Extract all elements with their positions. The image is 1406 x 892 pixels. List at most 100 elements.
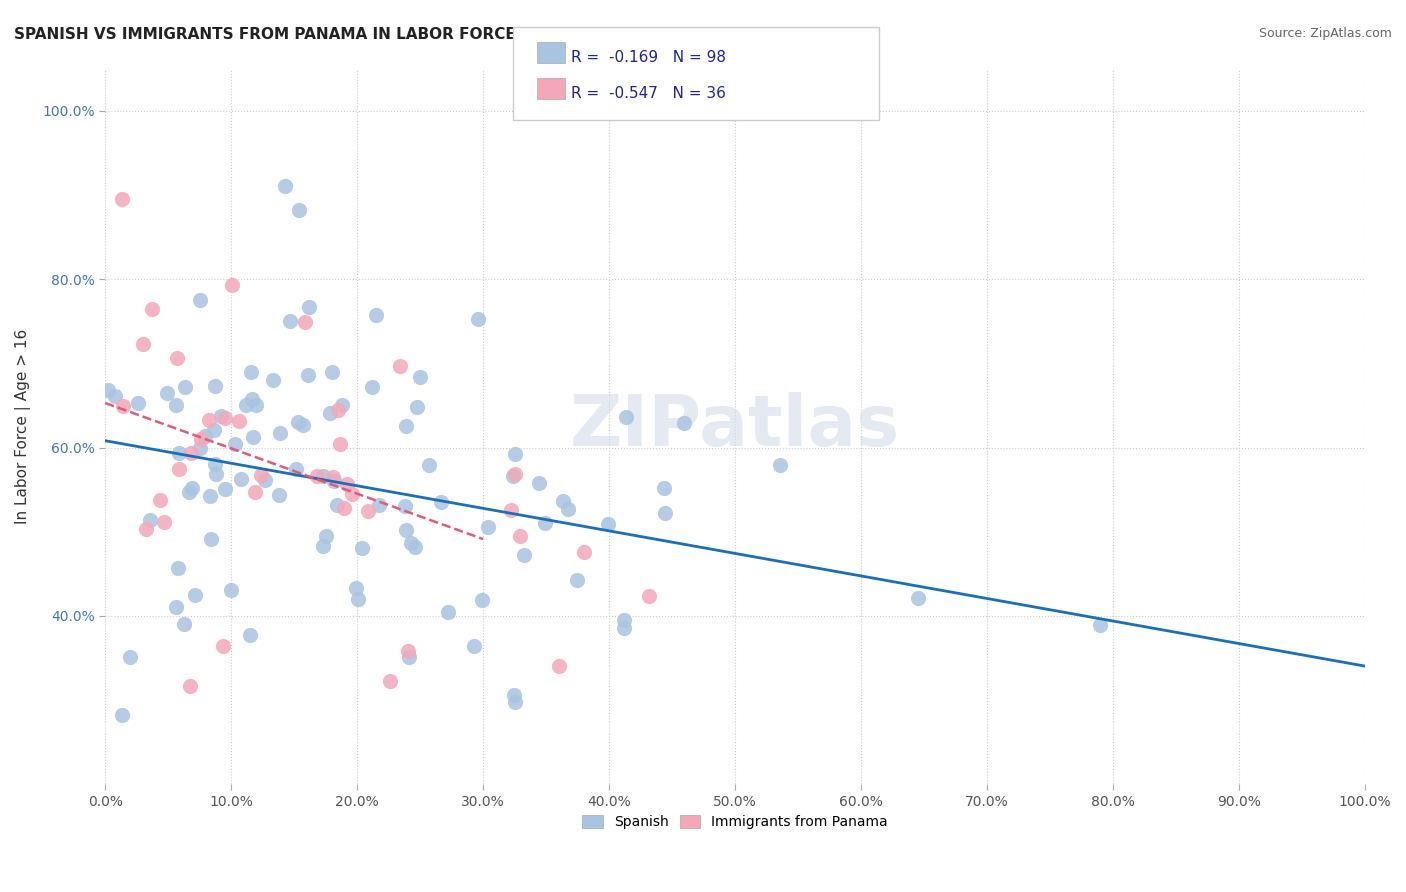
Point <box>380 674 402 689</box>
Point <box>166 351 188 366</box>
Point <box>512 549 534 563</box>
Point <box>336 476 359 491</box>
Point <box>396 644 419 658</box>
Point <box>340 487 363 501</box>
Point <box>180 446 202 460</box>
Point <box>768 458 790 473</box>
Point <box>367 498 389 512</box>
Point <box>565 573 588 587</box>
Point <box>254 474 277 488</box>
Point <box>245 398 267 412</box>
Point <box>315 529 337 543</box>
Point <box>165 599 187 614</box>
Point <box>149 493 172 508</box>
Point <box>243 484 266 499</box>
Point <box>329 436 352 450</box>
Point <box>97 384 120 398</box>
Point <box>395 419 418 434</box>
Point <box>589 887 612 892</box>
Point <box>167 446 190 460</box>
Point <box>250 468 273 483</box>
Point <box>534 516 557 530</box>
Point <box>344 581 367 595</box>
Point <box>242 429 264 443</box>
Point <box>322 470 344 484</box>
Point <box>179 679 201 693</box>
Point <box>188 293 211 307</box>
Point <box>173 380 195 394</box>
Point <box>278 313 301 327</box>
Point <box>907 591 929 605</box>
Point <box>406 400 429 414</box>
Point <box>613 621 636 635</box>
Point <box>204 457 226 471</box>
Point <box>214 483 236 497</box>
Point <box>360 380 382 394</box>
Point <box>463 639 485 653</box>
Point <box>294 314 316 328</box>
Point <box>574 545 596 559</box>
Point <box>229 472 252 486</box>
Text: SPANISH VS IMMIGRANTS FROM PANAMA IN LABOR FORCE | AGE > 16 CORRELATION CHART: SPANISH VS IMMIGRANTS FROM PANAMA IN LAB… <box>14 27 799 43</box>
Point <box>132 337 155 351</box>
Point <box>240 365 263 379</box>
Point <box>138 513 160 527</box>
Point <box>1088 618 1111 632</box>
Point <box>637 589 659 603</box>
Point <box>395 523 418 537</box>
Legend: Spanish, Immigrants from Panama: Spanish, Immigrants from Panama <box>576 810 894 835</box>
Point <box>654 506 676 520</box>
Point <box>156 385 179 400</box>
Point <box>471 593 494 607</box>
Point <box>326 403 349 417</box>
Point <box>169 461 191 475</box>
Point <box>235 398 257 412</box>
Point <box>190 441 212 455</box>
Point <box>111 399 134 413</box>
Point <box>527 475 550 490</box>
Point <box>321 365 343 379</box>
Point <box>333 500 356 515</box>
Point <box>398 649 420 664</box>
Point <box>298 301 321 315</box>
Point <box>104 389 127 403</box>
Y-axis label: In Labor Force | Age > 16: In Labor Force | Age > 16 <box>15 329 31 524</box>
Point <box>190 433 212 447</box>
Point <box>503 467 526 482</box>
Point <box>118 649 141 664</box>
Point <box>135 522 157 536</box>
Point <box>269 425 291 440</box>
Point <box>357 504 380 518</box>
Point <box>399 536 422 550</box>
Point <box>347 592 370 607</box>
Point <box>141 301 163 316</box>
Point <box>127 396 149 410</box>
Point <box>352 541 374 555</box>
Point <box>197 413 219 427</box>
Point <box>287 415 309 429</box>
Point <box>297 368 319 382</box>
Point <box>312 468 335 483</box>
Point <box>228 414 250 428</box>
Point <box>436 605 458 619</box>
Point <box>319 407 342 421</box>
Point <box>502 688 524 702</box>
Point <box>285 461 308 475</box>
Point <box>364 308 387 322</box>
Point <box>288 202 311 217</box>
Point <box>613 614 636 628</box>
Point <box>672 416 695 430</box>
Point <box>477 520 499 534</box>
Point <box>652 481 675 495</box>
Point <box>467 312 489 326</box>
Point <box>205 467 228 481</box>
Point <box>292 418 315 433</box>
Point <box>166 561 188 575</box>
Point <box>418 458 440 473</box>
Point <box>179 485 201 500</box>
Point <box>194 429 217 443</box>
Point <box>240 392 263 407</box>
Point <box>224 437 246 451</box>
Point <box>239 628 262 642</box>
Point <box>501 503 523 517</box>
